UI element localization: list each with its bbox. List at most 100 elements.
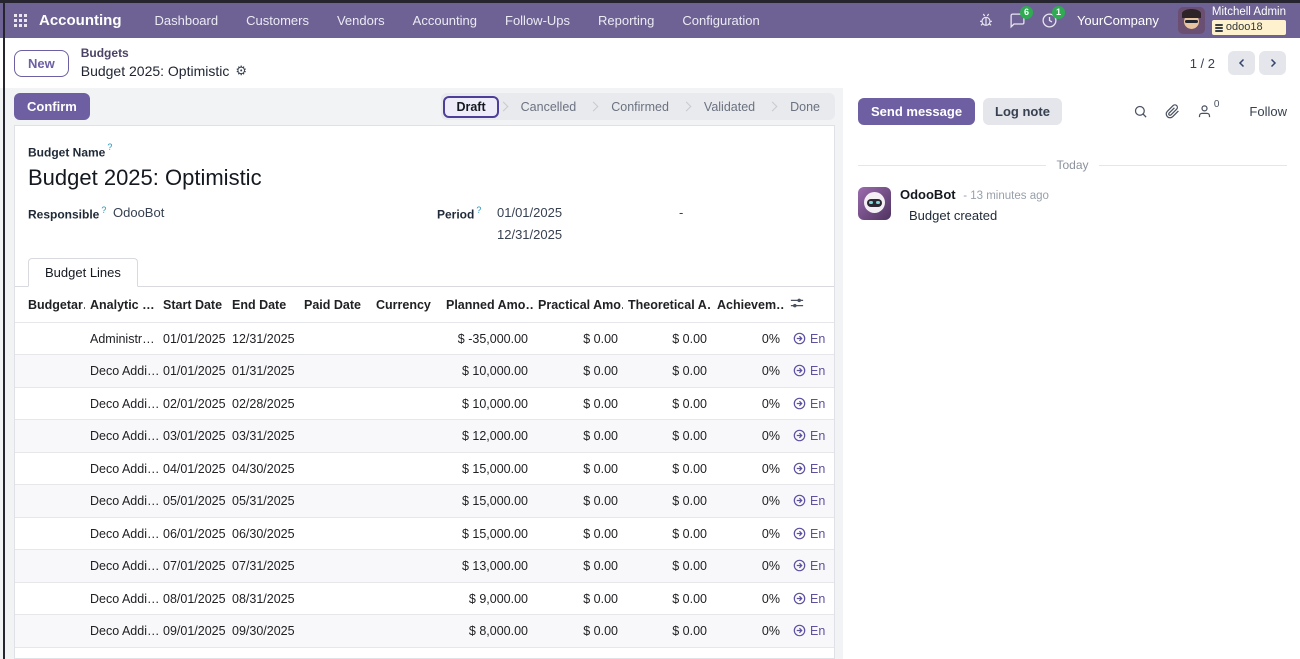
cell-paid[interactable] bbox=[299, 451, 371, 485]
cell-planned[interactable]: $ 15,000.00 bbox=[441, 484, 533, 518]
apps-grid-icon[interactable] bbox=[14, 13, 28, 28]
cell-achievement[interactable]: 0% bbox=[712, 484, 785, 518]
follow-button[interactable]: Follow bbox=[1249, 103, 1287, 119]
cell-planned[interactable]: $ -35,000.00 bbox=[441, 321, 533, 355]
cell-analytic[interactable]: Deco Addi… bbox=[85, 581, 158, 615]
cell-end[interactable]: 04/30/2025 bbox=[227, 451, 299, 485]
cell-currency[interactable] bbox=[371, 354, 441, 388]
pager-next-button[interactable] bbox=[1259, 51, 1286, 75]
view-entries-link[interactable]: En bbox=[785, 549, 834, 583]
cell-start[interactable]: 01/01/2025 bbox=[158, 321, 227, 355]
cell-planned[interactable]: $ 15,000.00 bbox=[441, 451, 533, 485]
cell-practical[interactable]: $ 0.00 bbox=[533, 321, 623, 355]
column-header-achievem-[interactable]: Achievem… bbox=[717, 297, 785, 312]
cell-start[interactable]: 08/01/2025 bbox=[158, 581, 227, 615]
nav-item-accounting[interactable]: Accounting bbox=[412, 13, 477, 28]
view-entries-link[interactable]: En bbox=[785, 516, 834, 550]
cell-analytic[interactable]: Deco Addi… bbox=[85, 354, 158, 388]
cell-analytic[interactable]: Deco Addi… bbox=[85, 451, 158, 485]
cell-budgetary[interactable] bbox=[15, 614, 85, 648]
cell-achievement[interactable]: 0% bbox=[712, 354, 785, 388]
app-name[interactable]: Accounting bbox=[39, 12, 122, 29]
cell-end[interactable]: 03/31/2025 bbox=[227, 419, 299, 453]
cell-end[interactable]: 07/31/2025 bbox=[227, 549, 299, 583]
cell-end[interactable]: 09/30/2025 bbox=[227, 614, 299, 648]
budget-line-row[interactable]: Administr… 01/01/2025 12/31/2025 $ -35,000.… bbox=[15, 321, 834, 355]
cell-start[interactable]: 07/01/2025 bbox=[158, 549, 227, 583]
column-header-end-date[interactable]: End Date bbox=[232, 297, 287, 312]
cell-achievement[interactable]: 0% bbox=[712, 549, 785, 583]
cell-budgetary[interactable] bbox=[15, 354, 85, 388]
cell-budgetary[interactable] bbox=[15, 419, 85, 453]
cell-start[interactable]: 01/01/2025 bbox=[158, 354, 227, 388]
cell-paid[interactable] bbox=[299, 581, 371, 615]
cell-currency[interactable] bbox=[371, 581, 441, 615]
cell-paid[interactable] bbox=[299, 614, 371, 648]
cell-practical[interactable]: $ 0.00 bbox=[533, 549, 623, 583]
budget-line-row[interactable]: Deco Addi… 07/01/2025 07/31/2025 $ 13,000.0… bbox=[15, 549, 834, 583]
cell-currency[interactable] bbox=[371, 516, 441, 550]
cell-planned[interactable]: $ 10,000.00 bbox=[441, 354, 533, 388]
cell-achievement[interactable]: 0% bbox=[712, 419, 785, 453]
cell-analytic[interactable]: Deco Addi… bbox=[85, 516, 158, 550]
statusbar-step-validated[interactable]: Validated bbox=[703, 99, 756, 114]
cell-paid[interactable] bbox=[299, 516, 371, 550]
optional-columns-toggle[interactable] bbox=[785, 287, 834, 322]
cell-start[interactable]: 05/01/2025 bbox=[158, 484, 227, 518]
period-start-field[interactable]: 01/01/2025 bbox=[497, 205, 563, 221]
view-entries-link[interactable]: En bbox=[785, 484, 834, 518]
cell-analytic[interactable]: Deco Addi… bbox=[85, 549, 158, 583]
cell-budgetary[interactable] bbox=[15, 321, 85, 355]
cell-achievement[interactable]: 0% bbox=[712, 451, 785, 485]
period-end-field[interactable]: 12/31/2025 bbox=[497, 227, 563, 243]
cell-planned[interactable]: $ 10,000.00 bbox=[441, 386, 533, 420]
cell-theoretical[interactable]: $ 0.00 bbox=[623, 516, 712, 550]
cell-theoretical[interactable]: $ 0.00 bbox=[623, 581, 712, 615]
cell-currency[interactable] bbox=[371, 386, 441, 420]
cell-planned[interactable]: $ 13,000.00 bbox=[441, 549, 533, 583]
cell-analytic[interactable]: Administr… bbox=[85, 321, 158, 355]
cell-end[interactable]: 05/31/2025 bbox=[227, 484, 299, 518]
confirm-button[interactable]: Confirm bbox=[14, 93, 90, 120]
column-header-planned-amo-[interactable]: Planned Amo… bbox=[446, 297, 533, 312]
budget-line-row[interactable]: Deco Addi… 03/01/2025 03/31/2025 $ 12,000.0… bbox=[15, 419, 834, 453]
column-header-paid-date[interactable]: Paid Date bbox=[304, 297, 361, 312]
cell-practical[interactable]: $ 0.00 bbox=[533, 386, 623, 420]
column-header-budgetar-[interactable]: Budgetar… bbox=[28, 297, 85, 312]
statusbar-step-cancelled[interactable]: Cancelled bbox=[520, 99, 577, 114]
budget-line-row[interactable]: Deco Addi… 02/01/2025 02/28/2025 $ 10,000.0… bbox=[15, 386, 834, 420]
cell-start[interactable]: 03/01/2025 bbox=[158, 419, 227, 453]
column-header-analytic-[interactable]: Analytic … bbox=[90, 297, 155, 312]
responsible-field[interactable]: OdooBot bbox=[113, 205, 165, 221]
view-entries-link[interactable]: En bbox=[785, 581, 834, 615]
actions-gear-icon[interactable]: ⚙ bbox=[235, 63, 248, 79]
statusbar-step-done[interactable]: Done bbox=[790, 99, 820, 114]
nav-item-follow-ups[interactable]: Follow-Ups bbox=[505, 13, 571, 28]
column-header-practical-amo-[interactable]: Practical Amo… bbox=[538, 297, 623, 312]
messages-icon[interactable]: 6 bbox=[1009, 5, 1033, 29]
cell-end[interactable]: 02/28/2025 bbox=[227, 386, 299, 420]
cell-budgetary[interactable] bbox=[15, 581, 85, 615]
cell-start[interactable]: 06/01/2025 bbox=[158, 516, 227, 550]
budget-line-row[interactable]: Deco Addi… 09/01/2025 09/30/2025 $ 8,000.00… bbox=[15, 614, 834, 648]
view-entries-link[interactable]: En bbox=[785, 321, 834, 355]
cell-practical[interactable]: $ 0.00 bbox=[533, 354, 623, 388]
cell-end[interactable]: 06/30/2025 bbox=[227, 516, 299, 550]
cell-paid[interactable] bbox=[299, 484, 371, 518]
cell-paid[interactable] bbox=[299, 419, 371, 453]
budget-line-row[interactable]: Deco Addi… 04/01/2025 04/30/2025 $ 15,000.0… bbox=[15, 451, 834, 485]
cell-start[interactable]: 04/01/2025 bbox=[158, 451, 227, 485]
send-message-button[interactable]: Send message bbox=[858, 97, 976, 125]
cell-practical[interactable]: $ 0.00 bbox=[533, 419, 623, 453]
bug-icon[interactable] bbox=[978, 12, 994, 28]
cell-analytic[interactable]: Deco Addi… bbox=[85, 386, 158, 420]
statusbar-step-confirmed[interactable]: Confirmed bbox=[611, 99, 669, 114]
cell-planned[interactable]: $ 12,000.00 bbox=[441, 419, 533, 453]
cell-theoretical[interactable]: $ 0.00 bbox=[623, 484, 712, 518]
view-entries-link[interactable]: En bbox=[785, 451, 834, 485]
cell-theoretical[interactable]: $ 0.00 bbox=[623, 451, 712, 485]
cell-planned[interactable]: $ 9,000.00 bbox=[441, 581, 533, 615]
cell-theoretical[interactable]: $ 0.00 bbox=[623, 386, 712, 420]
user-menu[interactable]: Mitchell Admin odoo18 bbox=[1177, 6, 1286, 35]
cell-theoretical[interactable]: $ 0.00 bbox=[623, 419, 712, 453]
